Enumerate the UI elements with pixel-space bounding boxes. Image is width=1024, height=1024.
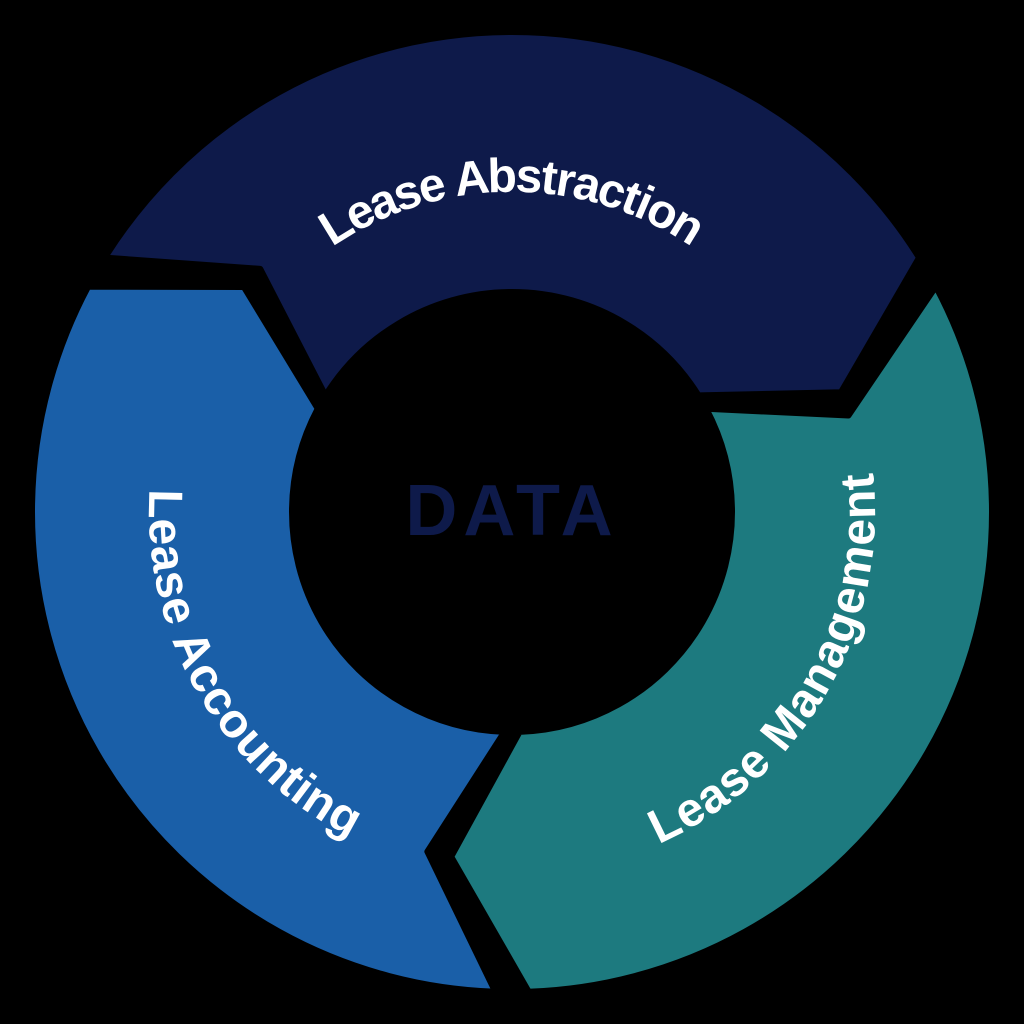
- segment-accounting: [32, 287, 504, 992]
- center-label: DATA: [405, 471, 618, 551]
- cycle-diagram: Lease AbstractionLease ManagementLease A…: [0, 0, 1024, 1024]
- cycle-svg: Lease AbstractionLease ManagementLease A…: [0, 0, 1024, 1024]
